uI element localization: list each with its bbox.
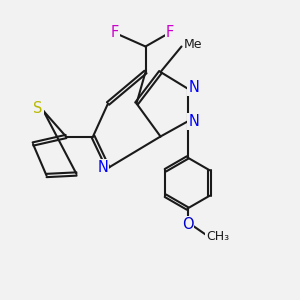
Text: F: F	[166, 25, 174, 40]
Text: N: N	[189, 80, 200, 94]
Text: O: O	[182, 217, 193, 232]
Text: N: N	[97, 160, 108, 175]
Text: S: S	[33, 101, 43, 116]
Text: CH₃: CH₃	[206, 230, 229, 244]
Text: N: N	[189, 114, 200, 129]
Text: Me: Me	[184, 38, 202, 52]
Text: F: F	[111, 25, 119, 40]
